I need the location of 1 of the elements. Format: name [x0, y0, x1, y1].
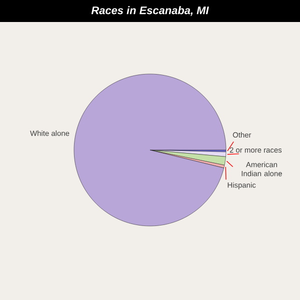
- chart-title: Races in Escanaba, MI: [91, 6, 209, 16]
